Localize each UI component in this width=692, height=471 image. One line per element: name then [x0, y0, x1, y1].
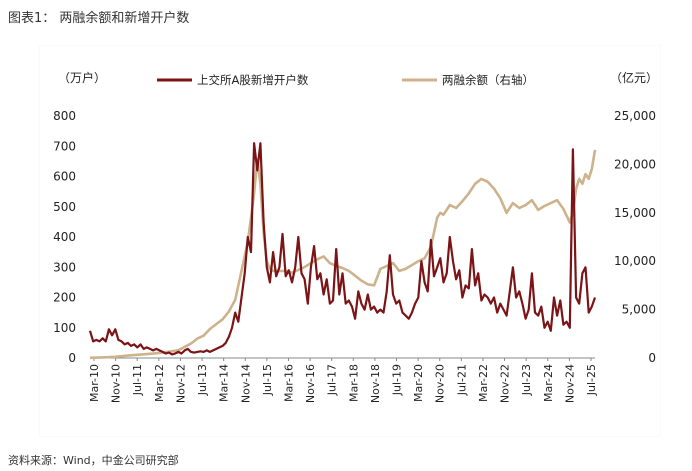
right-tick-label: 25,000 — [614, 109, 656, 123]
right-tick-label: 5,000 — [622, 303, 656, 317]
left-axis: 800 700 600 500 400 300 200 100 0 — [53, 109, 76, 365]
x-tick-label: Mar-14 — [218, 364, 231, 402]
left-tick-label: 200 — [53, 291, 76, 305]
left-tick-label: 500 — [53, 200, 76, 214]
left-tick-label: 300 — [53, 260, 76, 274]
left-tick-label: 800 — [53, 109, 76, 123]
x-tick-label: Mar-16 — [282, 364, 295, 402]
x-tick-label: Mar-24 — [542, 364, 555, 402]
x-tick-label: Nov-22 — [499, 364, 512, 403]
x-tick-label: Jul-19 — [391, 364, 404, 396]
figure-title: 图表1： 两融余额和新增开户数 — [8, 11, 190, 26]
series-line-new-accounts — [88, 142, 597, 356]
right-unit-label: （亿元） — [610, 70, 658, 85]
right-axis: 25,000 20,000 15,000 10,000 5,000 0 — [614, 109, 656, 365]
x-tick-label: Jul-25 — [585, 364, 598, 396]
x-tick-label: Nov-10 — [110, 364, 123, 403]
x-tick-label: Nov-12 — [174, 364, 187, 403]
left-tick-label: 600 — [53, 170, 76, 184]
x-tick-label: Nov-16 — [304, 364, 317, 403]
chart-area: （万户） （亿元） 上交所A股新增开户数 两融余额（右轴） 800 700 600 5… — [40, 46, 660, 436]
x-tick-label: Jul-23 — [520, 364, 533, 396]
right-tick-label: 20,000 — [614, 157, 656, 171]
chart-svg: （万户） （亿元） 上交所A股新增开户数 两融余额（右轴） 800 700 600 5… — [53, 70, 658, 403]
x-tick-label: Jul-15 — [261, 364, 274, 396]
x-tick-label: Mar-20 — [412, 364, 425, 402]
x-tick-label: Mar-18 — [347, 364, 360, 402]
left-tick-label: 0 — [68, 351, 76, 365]
x-tick-label: Jul-17 — [326, 364, 339, 396]
series-layer — [88, 142, 597, 360]
x-tick-label: Nov-20 — [434, 364, 447, 403]
legend-label-accounts: 上交所A股新增开户数 — [197, 73, 309, 87]
series-line-margin-balance — [89, 149, 597, 360]
left-unit-label: （万户） — [58, 70, 106, 85]
x-tick-label: Nov-18 — [369, 364, 382, 403]
x-tick-label: Mar-10 — [88, 364, 101, 402]
x-tick-label: Jul-21 — [455, 364, 468, 396]
x-tick-label: Jul-13 — [196, 364, 209, 396]
left-tick-label: 100 — [53, 321, 76, 335]
x-tick-label: Mar-12 — [153, 364, 166, 402]
x-tick-label: Jul-11 — [131, 364, 144, 396]
left-tick-label: 400 — [53, 230, 76, 244]
legend-label-margin: 两融余额（右轴） — [442, 73, 534, 87]
right-tick-label: 10,000 — [614, 254, 656, 268]
source-note: 资料来源：Wind，中金公司研究部 — [8, 454, 179, 467]
left-tick-label: 700 — [53, 139, 76, 153]
right-tick-label: 0 — [648, 351, 656, 365]
x-tick-label: Mar-22 — [477, 364, 490, 402]
x-tick-label: Nov-24 — [563, 364, 576, 403]
right-tick-label: 15,000 — [614, 206, 656, 220]
x-axis: Mar-10 Nov-10 Jul-11 Mar-12 Nov-12 Jul-13 Mar-… — [88, 357, 598, 403]
x-tick-label: Nov-14 — [239, 364, 252, 403]
